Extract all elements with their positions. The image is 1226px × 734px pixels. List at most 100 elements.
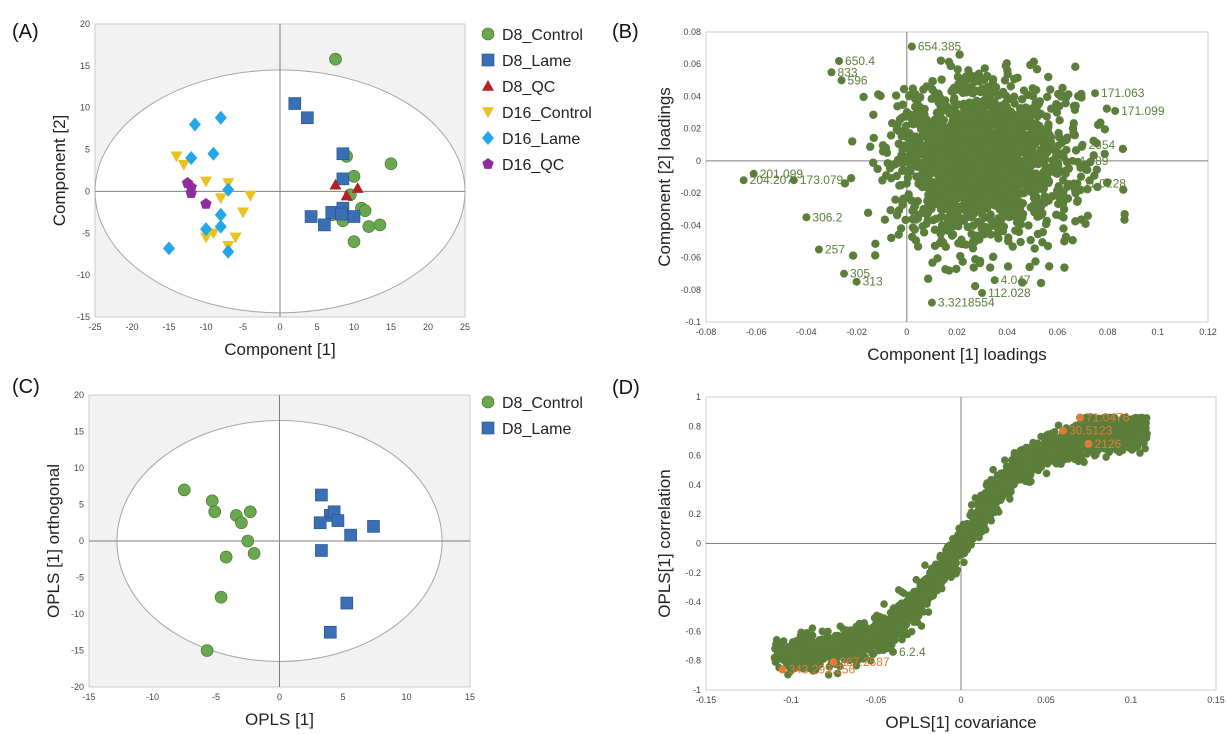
loading-point	[1030, 244, 1039, 253]
point-label: 2126	[1095, 437, 1122, 451]
loading-point	[1025, 262, 1034, 272]
point-label: 204.207	[750, 173, 794, 187]
y-tick-label: 0.06	[683, 59, 701, 69]
loading-point	[878, 176, 887, 185]
point-label: 596	[848, 73, 868, 87]
loading-point	[961, 140, 970, 149]
point-label: 2654	[1089, 138, 1116, 152]
loading-point	[937, 75, 946, 84]
loading-point	[902, 605, 910, 614]
loading-point	[886, 131, 896, 140]
loading-point	[949, 96, 959, 106]
loading-point	[869, 110, 878, 119]
loading-point	[920, 104, 929, 114]
panel-d: (D) -0.15 -0.1 -0.05 0 0.05 0.1 0.15 -1 -0.8 -0.6 -…	[612, 377, 1225, 732]
point-label: 305	[850, 267, 870, 281]
loading-point	[950, 105, 959, 115]
data-point	[347, 210, 361, 223]
legend-marker	[481, 421, 495, 435]
loading-point	[1083, 185, 1092, 194]
loading-point	[918, 148, 927, 158]
data-point	[288, 97, 302, 110]
loading-point	[921, 595, 930, 604]
loading-point	[1034, 99, 1044, 109]
loading-point	[923, 208, 933, 217]
loading-point	[909, 603, 918, 611]
labeled-point	[1078, 140, 1087, 149]
loading-point	[937, 212, 947, 221]
y-tick-label: 15	[80, 61, 90, 71]
loading-point	[926, 183, 935, 192]
loading-point	[1021, 463, 1030, 472]
legend-label: D8_Control	[502, 395, 583, 412]
loading-point	[876, 91, 885, 101]
loading-point	[898, 200, 907, 210]
labeled-point	[1068, 156, 1077, 165]
loading-point	[969, 74, 978, 83]
loading-point	[1019, 120, 1029, 130]
loading-point	[1076, 419, 1084, 428]
loading-point	[932, 144, 941, 154]
loading-point	[846, 173, 856, 183]
loading-point	[1044, 262, 1054, 271]
loading-point	[777, 638, 786, 647]
loading-point	[886, 618, 894, 626]
x-tick-label: 0.05	[1037, 695, 1055, 705]
loading-point	[928, 76, 937, 86]
y-tick-label: 10	[80, 103, 90, 113]
loading-point	[903, 173, 913, 182]
loading-point	[1058, 193, 1068, 203]
loading-point	[998, 87, 1008, 97]
loading-point	[970, 281, 980, 291]
loading-point	[1069, 128, 1078, 138]
data-point	[241, 534, 255, 548]
loading-point	[1119, 185, 1128, 194]
loading-point	[943, 554, 952, 563]
loading-point	[880, 215, 890, 224]
loading-point	[1052, 99, 1061, 109]
loading-point	[887, 632, 896, 640]
loading-point	[892, 171, 901, 181]
x-tick-label: 0.1	[1152, 327, 1165, 337]
loading-point	[945, 568, 953, 576]
x-tick-label: -0.06	[746, 327, 767, 337]
loading-point	[945, 196, 954, 206]
loading-point	[979, 182, 988, 191]
data-point	[318, 218, 331, 232]
loading-point	[1134, 430, 1143, 438]
loading-point	[1026, 235, 1035, 245]
loading-point	[1102, 453, 1110, 461]
x-tick-label: -0.02	[846, 327, 867, 337]
loading-point	[866, 142, 875, 151]
loading-point	[1071, 217, 1080, 226]
y-tick-label: 0.2	[688, 509, 701, 519]
y-tick-label: 15	[74, 427, 84, 437]
data-point	[222, 182, 235, 197]
loading-point	[953, 65, 962, 74]
loading-point	[778, 645, 786, 654]
point-label: 173.079	[800, 173, 844, 187]
y-tick-label: 20	[74, 390, 84, 400]
loading-point	[880, 600, 888, 608]
y-tick-label: -5	[82, 228, 90, 238]
loading-point	[1032, 65, 1042, 74]
loading-point	[992, 147, 1001, 156]
point-label: 833	[838, 65, 858, 79]
loading-point	[886, 205, 895, 215]
loading-point	[871, 251, 880, 260]
x-axis-label: Component [1]	[224, 340, 336, 359]
loading-point	[910, 159, 919, 168]
loading-point	[881, 143, 891, 152]
loading-point	[789, 639, 797, 648]
legend-label: D8_Lame	[502, 53, 571, 70]
loading-point	[949, 534, 957, 543]
loading-point	[818, 627, 827, 636]
loading-point	[996, 469, 1005, 478]
data-point	[244, 190, 257, 202]
loading-point	[1069, 101, 1079, 111]
x-tick-label: 0	[904, 327, 909, 337]
loading-point	[808, 631, 817, 640]
legend-label: D16_Lame	[502, 131, 580, 148]
loading-point	[771, 658, 780, 667]
data-point	[247, 547, 261, 560]
